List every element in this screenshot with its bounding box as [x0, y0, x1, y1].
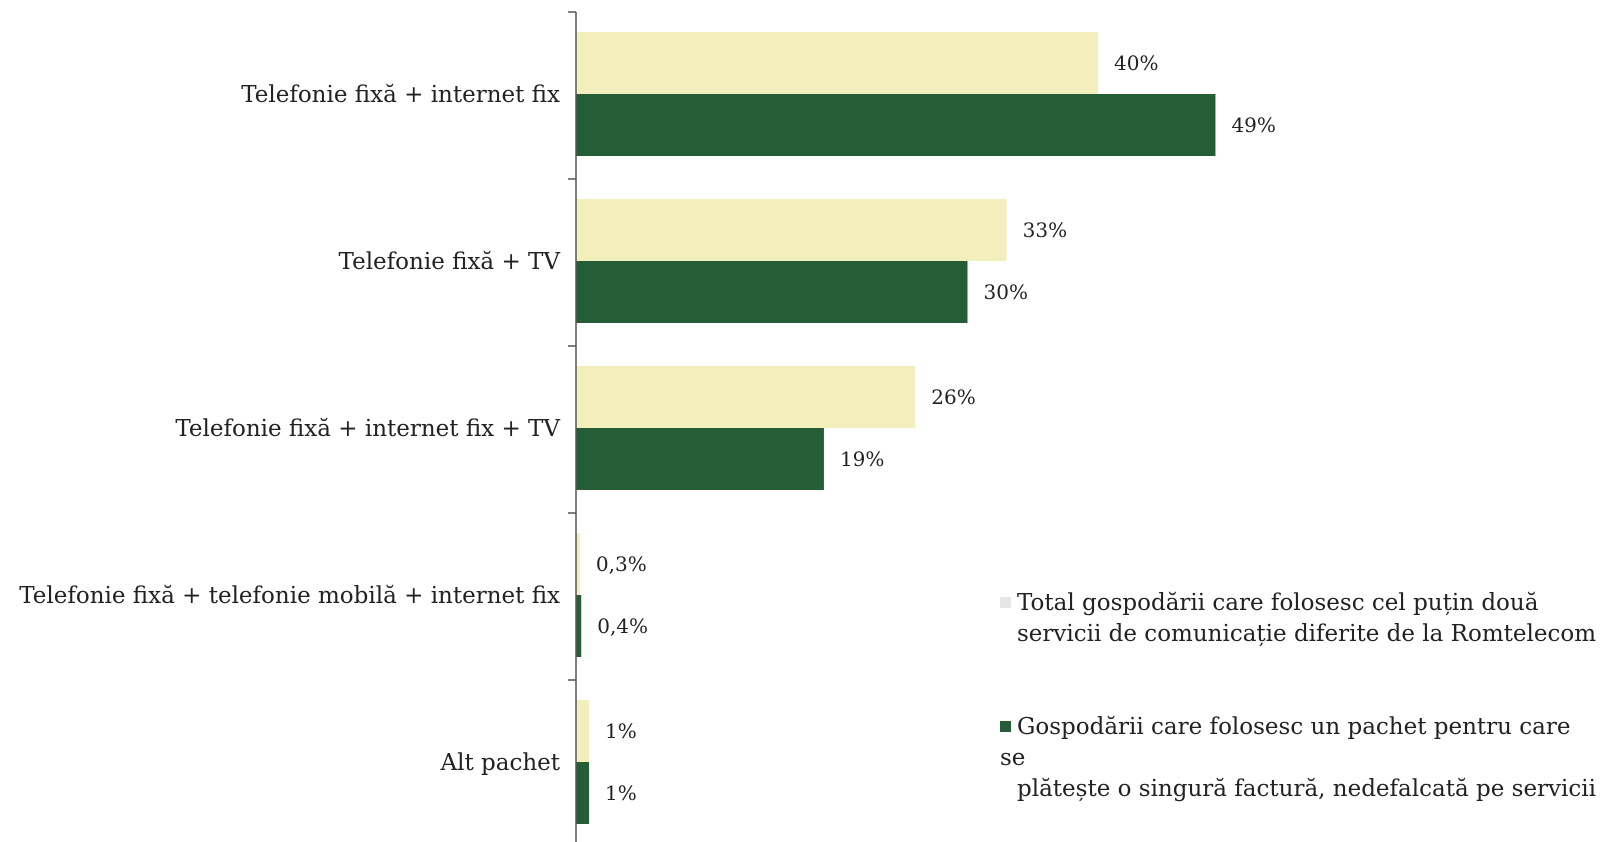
y-axis [568, 11, 577, 842]
legend-label-pachet-line1: Gospodării care folosesc un pachet pentr… [1000, 714, 1571, 771]
value-label: 33% [1023, 218, 1067, 242]
legend-item-total: Total gospodării care folosesc cel puțin… [1000, 588, 1600, 650]
bar-pachet [576, 762, 590, 824]
category-label: Telefonie fixă + internet fix [241, 82, 560, 108]
value-label: 26% [931, 385, 975, 409]
value-label: 19% [840, 447, 884, 471]
bar-total [576, 533, 580, 595]
bar-total [576, 32, 1098, 94]
value-label: 40% [1114, 51, 1158, 75]
value-label: 0,3% [596, 552, 647, 576]
legend-item-pachet: Gospodării care folosesc un pachet pentr… [1000, 712, 1600, 805]
value-label: 1% [605, 719, 637, 743]
category-label: Telefonie fixă + internet fix + TV [175, 416, 560, 442]
category-label: Telefonie fixă + telefonie mobilă + inte… [19, 583, 560, 609]
value-label: 30% [984, 280, 1028, 304]
bar-pachet [576, 595, 582, 657]
category-label: Telefonie fixă + TV [339, 249, 561, 275]
legend-swatch-pachet [1000, 721, 1011, 732]
category-labels: Telefonie fixă + internet fix Telefonie f… [19, 82, 561, 776]
bar-total [576, 366, 916, 428]
value-label: 49% [1231, 113, 1275, 137]
value-labels: 40% 49% 33% 30% 26% 19% 0,3% 0,4% 1% 1% [596, 51, 1276, 805]
legend-label-pachet-line2: plătește o singură factură, nedefalcată … [1017, 776, 1596, 802]
bar-pachet [576, 94, 1216, 156]
bars-group [576, 32, 1216, 824]
bar-total [576, 199, 1007, 261]
legend-swatch-total [1000, 597, 1011, 608]
legend-label-total-line2: servicii de comunicație diferite de la R… [1017, 621, 1597, 647]
bar-total [576, 700, 590, 762]
bar-pachet [576, 261, 968, 323]
bar-pachet [576, 428, 824, 490]
value-label: 1% [605, 781, 637, 805]
legend-label-total-line1: Total gospodării care folosesc cel puțin… [1017, 590, 1539, 616]
value-label: 0,4% [597, 614, 648, 638]
category-label: Alt pachet [439, 750, 560, 776]
